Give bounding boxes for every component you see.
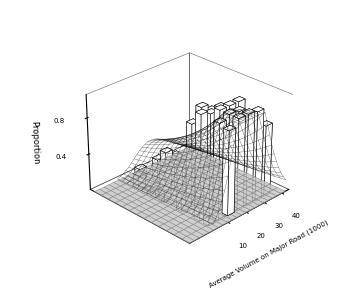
X-axis label: Average Volume on Major Road (1000): Average Volume on Major Road (1000) <box>208 219 329 289</box>
